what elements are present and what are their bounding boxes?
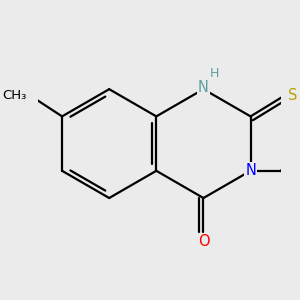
Text: N: N (245, 163, 256, 178)
Text: CH₃: CH₃ (2, 89, 27, 102)
Text: N: N (198, 80, 209, 95)
Text: O: O (198, 234, 209, 249)
Text: H: H (210, 67, 219, 80)
Text: S: S (288, 88, 298, 103)
